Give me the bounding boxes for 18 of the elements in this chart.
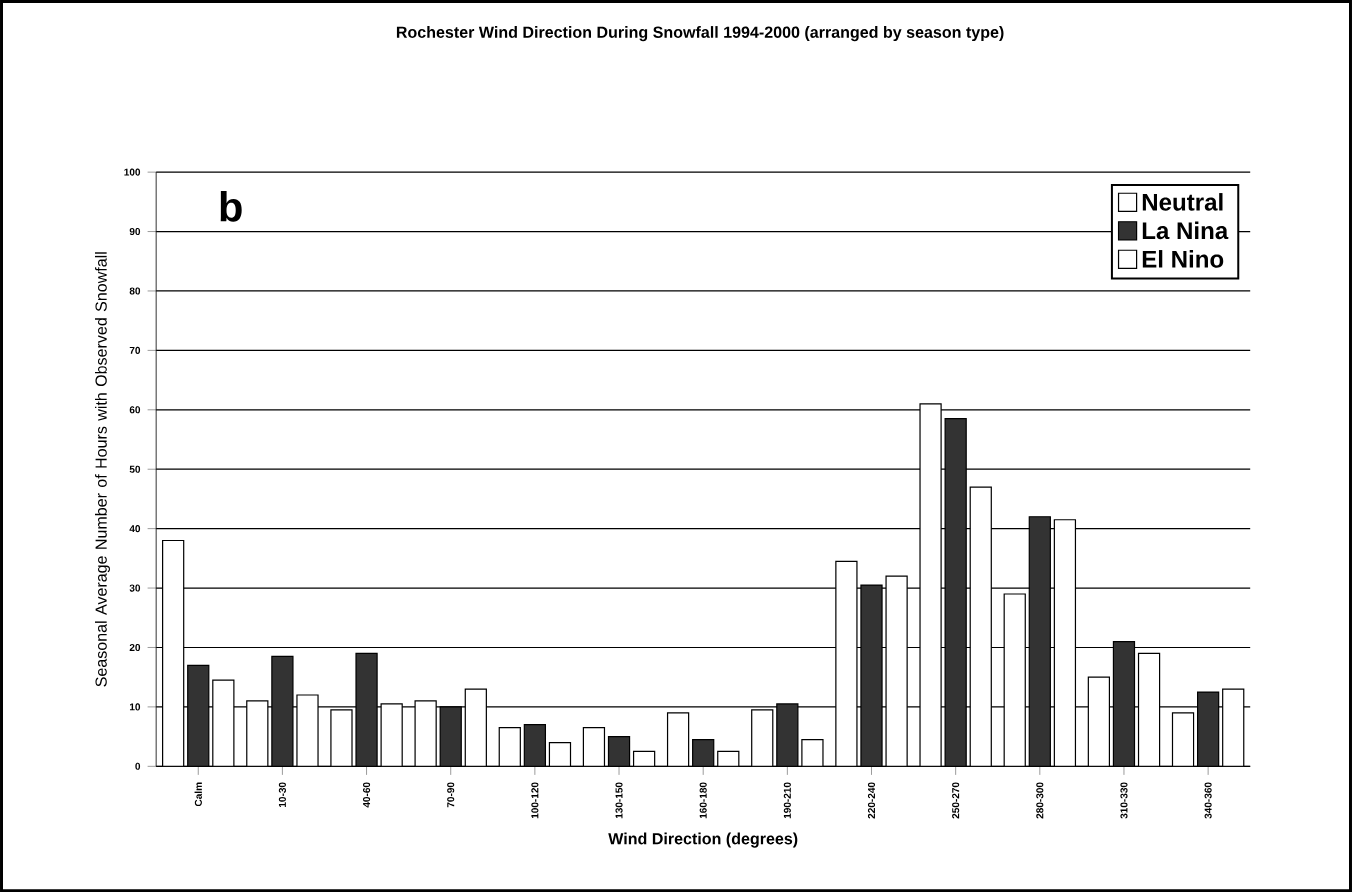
bar	[439, 706, 462, 767]
bar	[860, 584, 883, 767]
bar	[1196, 691, 1220, 767]
bar	[1028, 516, 1051, 767]
annotation: b	[220, 190, 242, 222]
legend-label: El Nino	[1142, 249, 1224, 268]
bar	[944, 417, 967, 767]
y-axis-title: Seasonal Average Number of Hours with Observed Snowfall	[95, 252, 110, 687]
x-axis-title: Wind Direction (degrees)	[608, 832, 798, 848]
bar	[607, 735, 631, 767]
bar	[692, 739, 714, 767]
legend-label: La Nina	[1142, 221, 1229, 240]
legend-label: Neutral	[1142, 192, 1223, 211]
bar	[523, 724, 547, 767]
bar	[776, 703, 799, 767]
bar	[187, 664, 210, 767]
bar	[1112, 640, 1136, 767]
chart-title: Rochester Wind Direction During Snowfall 1994-2000 (arranged by season type)	[396, 25, 1004, 42]
